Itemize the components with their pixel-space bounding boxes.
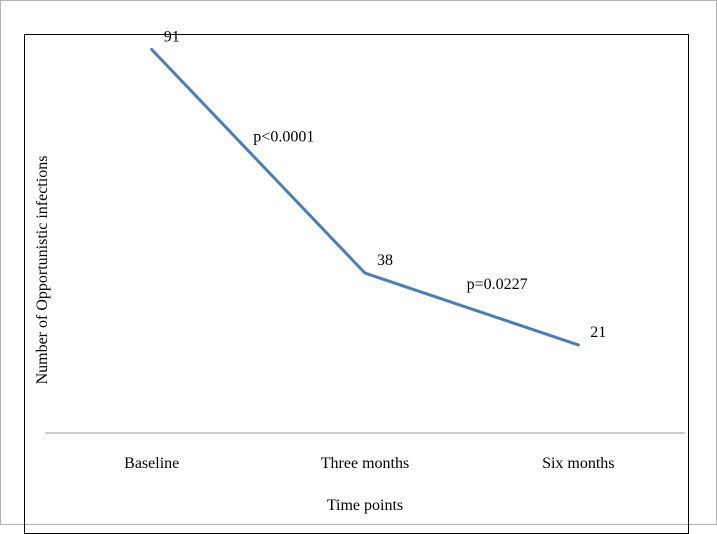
x-tick-label: Baseline	[124, 455, 179, 472]
annotations: p<0.0001 p=0.0227	[253, 128, 527, 293]
p-value-annotation: p<0.0001	[253, 128, 314, 145]
data-label: 91	[164, 29, 180, 46]
y-axis-title: Number of Opportunistic infections	[34, 156, 51, 385]
data-label: 21	[590, 324, 606, 341]
series-line	[150, 48, 580, 347]
x-tick-label: Six months	[542, 455, 614, 472]
data-labels: 91 38 21	[164, 29, 607, 341]
x-tick-label: Three months	[321, 455, 409, 472]
data-label: 38	[377, 252, 393, 269]
x-tick-labels: Baseline Three months Six months	[124, 455, 614, 472]
p-value-annotation: p=0.0227	[467, 276, 528, 293]
x-axis-title: Time points	[327, 497, 403, 514]
